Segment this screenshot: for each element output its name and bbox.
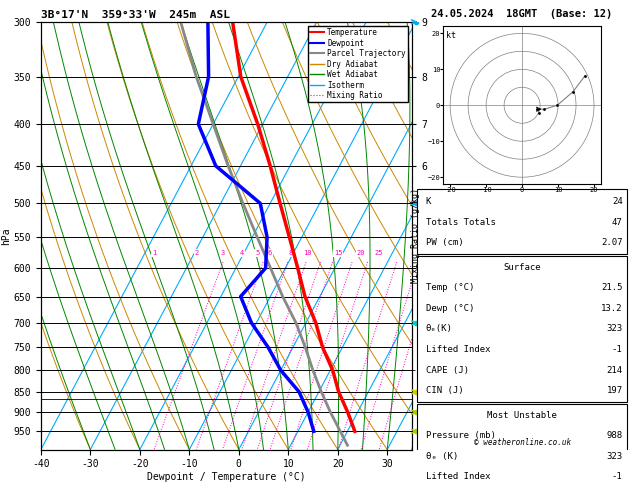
Text: 24.05.2024  18GMT  (Base: 12): 24.05.2024 18GMT (Base: 12) — [431, 9, 613, 19]
Text: Totals Totals: Totals Totals — [426, 218, 496, 226]
Text: Temp (°C): Temp (°C) — [426, 283, 474, 293]
Text: 47: 47 — [612, 218, 623, 226]
Text: 988: 988 — [606, 432, 623, 440]
Text: K: K — [426, 197, 431, 206]
X-axis label: Dewpoint / Temperature (°C): Dewpoint / Temperature (°C) — [147, 472, 306, 482]
Text: 8: 8 — [289, 250, 293, 256]
Text: 2.07: 2.07 — [601, 238, 623, 247]
Text: 3: 3 — [220, 250, 225, 256]
Text: θₑ (K): θₑ (K) — [426, 452, 458, 461]
Text: 20: 20 — [357, 250, 365, 256]
Text: 197: 197 — [606, 386, 623, 395]
Bar — [417, 404, 627, 486]
Text: 214: 214 — [606, 365, 623, 375]
Text: 3B°17'N  359°33'W  245m  ASL: 3B°17'N 359°33'W 245m ASL — [41, 10, 230, 20]
Text: Surface: Surface — [503, 263, 541, 273]
Legend: Temperature, Dewpoint, Parcel Trajectory, Dry Adiabat, Wet Adiabat, Isotherm, Mi: Temperature, Dewpoint, Parcel Trajectory… — [308, 26, 408, 103]
Text: 323: 323 — [606, 325, 623, 333]
Text: 10: 10 — [303, 250, 311, 256]
Text: 1: 1 — [152, 250, 156, 256]
Text: 4: 4 — [240, 250, 244, 256]
Bar — [417, 256, 627, 401]
Text: 25: 25 — [375, 250, 384, 256]
Text: 323: 323 — [606, 452, 623, 461]
Text: -1: -1 — [612, 472, 623, 482]
Text: Lifted Index: Lifted Index — [426, 345, 491, 354]
Text: 5: 5 — [255, 250, 259, 256]
Bar — [417, 189, 627, 254]
Text: Most Unstable: Most Unstable — [487, 412, 557, 420]
Text: 21.5: 21.5 — [601, 283, 623, 293]
Text: 15: 15 — [334, 250, 343, 256]
Text: LCL: LCL — [420, 395, 435, 404]
Y-axis label: hPa: hPa — [1, 227, 11, 244]
Y-axis label: km
ASL: km ASL — [439, 216, 454, 236]
Text: θₑ(K): θₑ(K) — [426, 325, 453, 333]
Text: -1: -1 — [612, 345, 623, 354]
Text: 24: 24 — [612, 197, 623, 206]
Text: CIN (J): CIN (J) — [426, 386, 464, 395]
Text: Mixing Ratio (g/kg): Mixing Ratio (g/kg) — [411, 188, 420, 283]
Text: 2: 2 — [194, 250, 199, 256]
Text: Dewp (°C): Dewp (°C) — [426, 304, 474, 313]
Text: Pressure (mb): Pressure (mb) — [426, 432, 496, 440]
Text: 13.2: 13.2 — [601, 304, 623, 313]
Text: Lifted Index: Lifted Index — [426, 472, 491, 482]
Text: PW (cm): PW (cm) — [426, 238, 464, 247]
Text: 6: 6 — [268, 250, 272, 256]
Text: CAPE (J): CAPE (J) — [426, 365, 469, 375]
Text: © weatheronline.co.uk: © weatheronline.co.uk — [474, 438, 571, 448]
